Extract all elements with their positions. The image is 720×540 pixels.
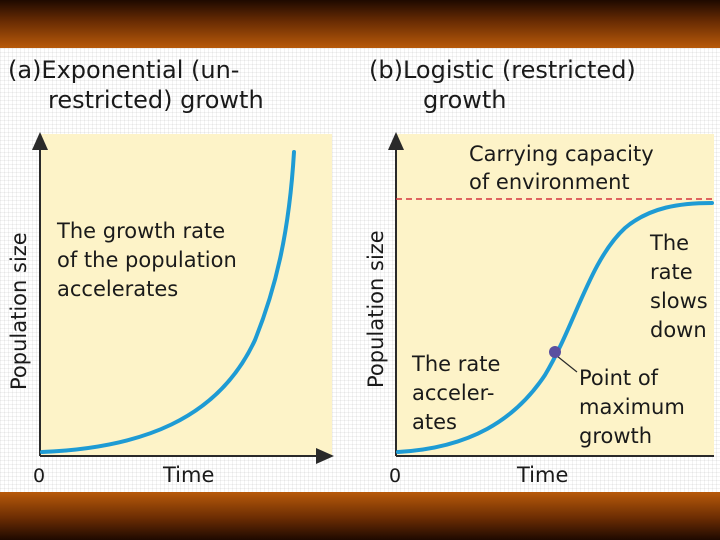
accel-label-line1: The rate	[411, 352, 500, 376]
slide-bottom-band	[0, 492, 720, 540]
point-label-line2: maximum	[579, 395, 685, 419]
panel-logistic: (b)Logistic (restricted) growth Populati…	[364, 56, 714, 487]
panel-b-origin-label: 0	[389, 465, 401, 487]
panel-a-x-axis-label: Time	[162, 463, 214, 487]
panel-a-title-line1: (a)Exponential (un-	[8, 56, 239, 84]
accel-label-line2: acceler-	[412, 381, 495, 405]
panel-exponential: (a)Exponential (un- restricted) growth P…	[7, 56, 334, 487]
accel-label-line3: ates	[412, 410, 457, 434]
slows-label-line1: The	[649, 231, 689, 255]
panel-a-title-line2: restricted) growth	[48, 86, 264, 114]
slows-label-line3: slows	[650, 289, 708, 313]
point-label-line1: Point of	[579, 366, 659, 390]
panel-a-note-line3: accelerates	[57, 277, 178, 301]
panel-b-title-line1: (b)Logistic (restricted)	[369, 56, 636, 84]
figure-svg: (a)Exponential (un- restricted) growth P…	[7, 56, 714, 487]
max-growth-pointer	[556, 355, 578, 373]
panel-b-plot-area	[396, 134, 714, 456]
capacity-label-line2: of environment	[469, 170, 630, 194]
panel-b-y-axis-label: Population size	[364, 230, 388, 388]
slows-label-line4: down	[650, 318, 707, 342]
panel-a-origin-label: 0	[33, 465, 45, 487]
slows-label-line2: rate	[650, 260, 693, 284]
panel-a-note-line1: The growth rate	[56, 219, 225, 243]
growth-models-figure: (a)Exponential (un- restricted) growth P…	[0, 48, 720, 492]
panel-b-logistic-curve	[396, 201, 714, 454]
capacity-label-line1: Carrying capacity	[469, 142, 654, 166]
panel-b-title-line2: growth	[423, 86, 507, 114]
panel-b-x-axis-label: Time	[516, 463, 568, 487]
panel-a-plot-area	[40, 134, 332, 456]
panel-a-y-axis-label: Population size	[7, 232, 31, 390]
panel-a-note-line2: of the population	[57, 248, 237, 272]
point-label-line3: growth	[579, 424, 652, 448]
slide-top-band	[0, 0, 720, 48]
max-growth-point	[549, 346, 561, 358]
panel-a-exponential-curve	[40, 150, 296, 454]
